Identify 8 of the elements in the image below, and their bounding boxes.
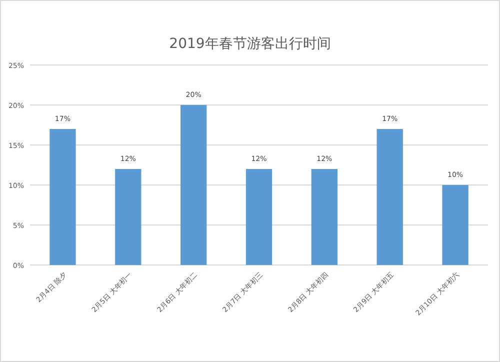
bar <box>50 129 76 265</box>
chart-title: 2019年春节游客出行时间 <box>169 36 331 52</box>
bar <box>376 129 403 265</box>
bar <box>246 169 272 265</box>
bar <box>115 169 142 265</box>
bar <box>180 105 207 265</box>
bar <box>311 169 338 265</box>
bar <box>442 185 468 265</box>
